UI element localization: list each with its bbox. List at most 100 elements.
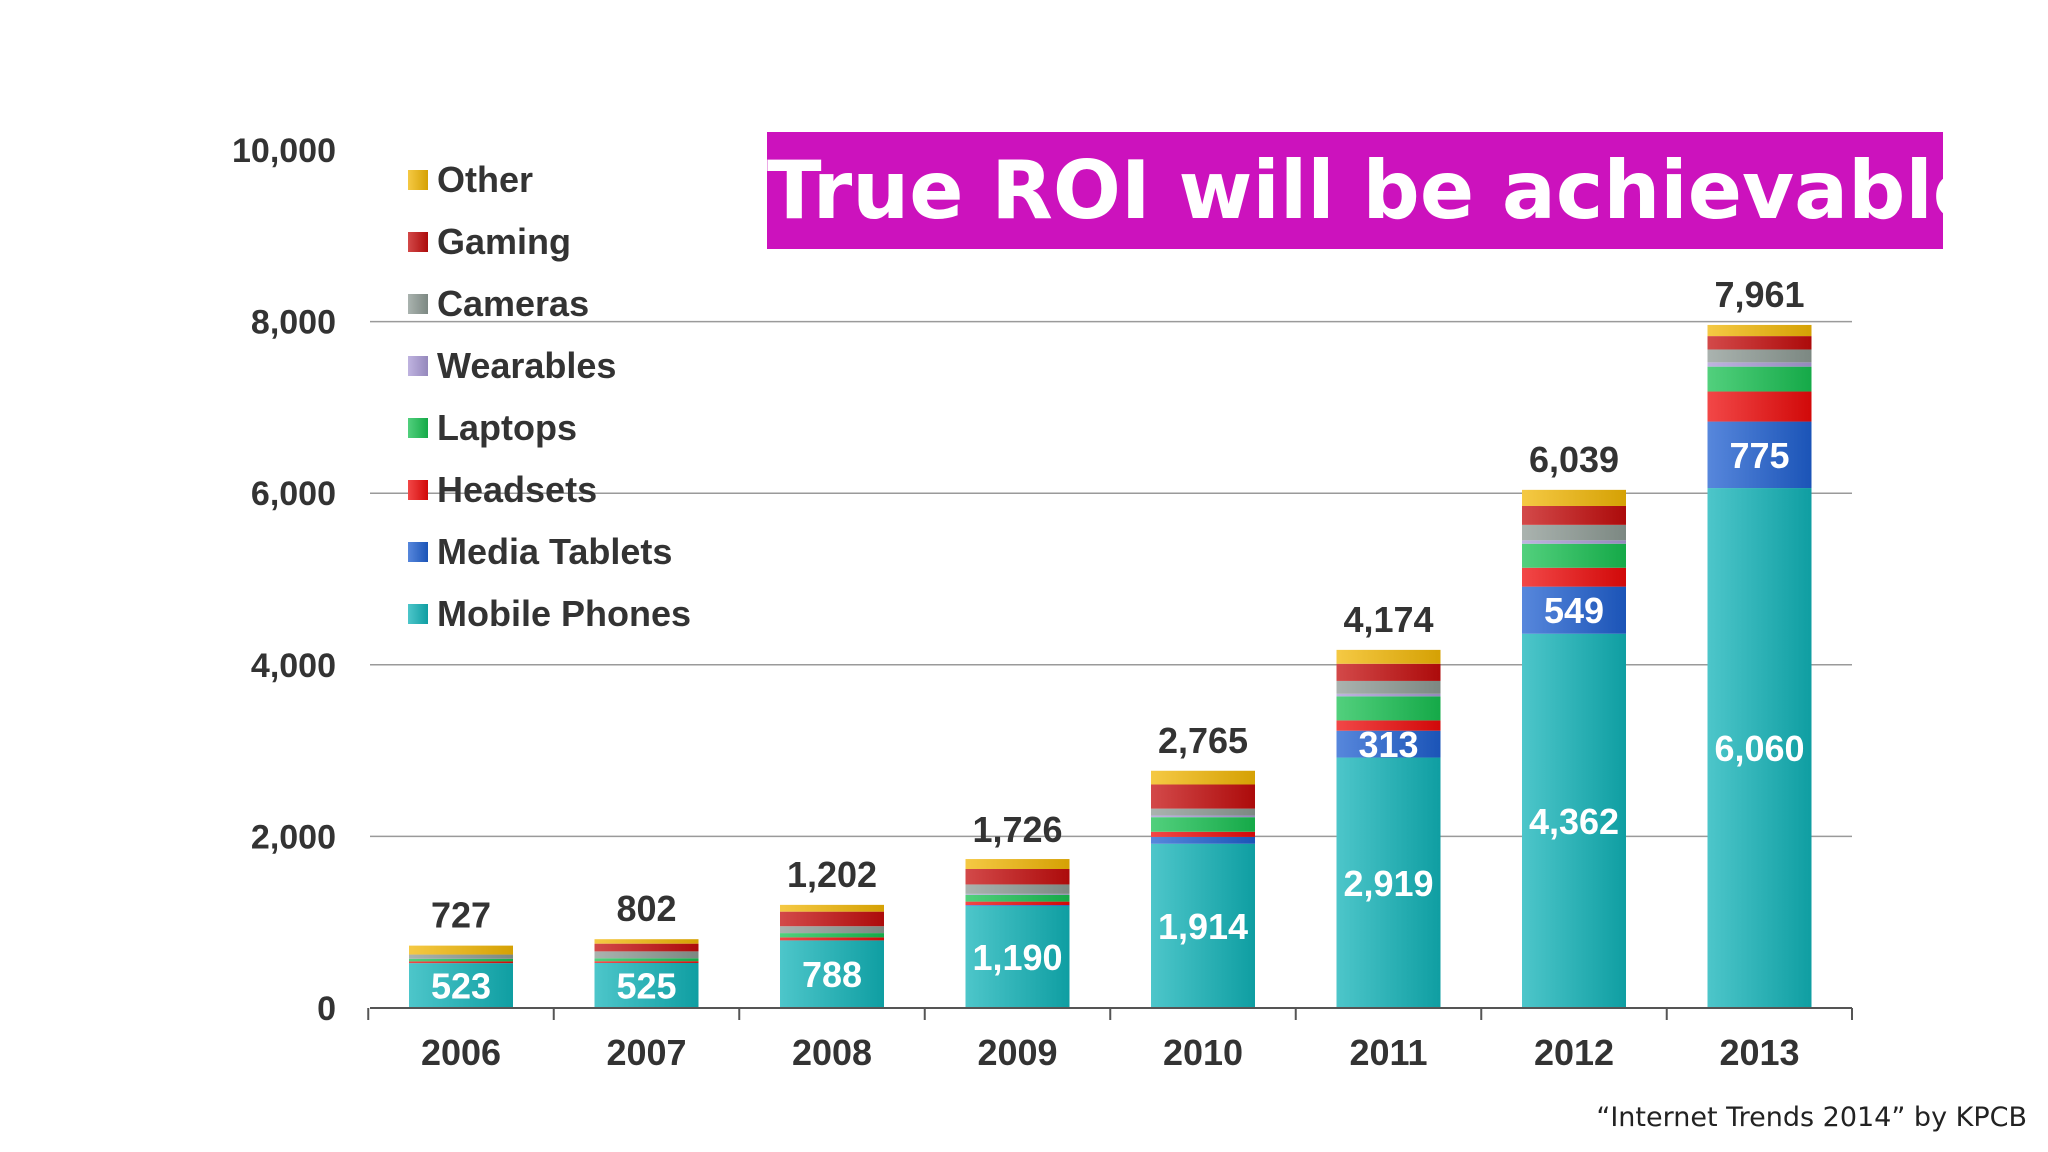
total-label-2009: 1,726	[972, 809, 1062, 850]
bar-segment-mobile-phones-2010	[1151, 843, 1255, 1008]
bar-segment-gaming-2010	[1151, 784, 1255, 809]
x-tick-label-2013: 2013	[1719, 1032, 1799, 1073]
bar-segment-media-tablets-2013	[1707, 421, 1812, 489]
data-label-mobile-phones-2012: 4,362	[1529, 801, 1619, 842]
y-tick-label: 8,000	[251, 304, 336, 342]
bar-segment-mobile-phones-2012	[1522, 633, 1626, 1008]
bar-segment-laptops-2009	[965, 894, 1070, 902]
bar-segment-other-2008	[780, 904, 884, 912]
bar-segment-gaming-2013	[1707, 336, 1812, 350]
y-tick-label: 2,000	[251, 818, 336, 856]
bar-segment-headsets-2013	[1707, 391, 1812, 422]
x-tick-label-2007: 2007	[606, 1032, 686, 1073]
bar-segment-mobile-phones-2011	[1336, 757, 1441, 1008]
bar-segment-other-2006	[409, 945, 513, 955]
bar-segment-other-2011	[1336, 649, 1441, 664]
total-label-2007: 802	[616, 888, 676, 929]
data-label-media-tablets-2013: 775	[1729, 435, 1789, 476]
bar-segment-wearables-2012	[1522, 540, 1626, 544]
bar-segment-laptops-2012	[1522, 543, 1626, 568]
x-tick-label-2011: 2011	[1349, 1032, 1427, 1073]
bar-segment-headsets-2009	[965, 901, 1070, 906]
bar-segment-gaming-2009	[965, 869, 1070, 885]
legend: Other Gaming Cameras Wearables Laptops Headse…	[408, 159, 691, 634]
total-label-2012: 6,039	[1529, 439, 1619, 480]
bar-segment-gaming-2011	[1336, 663, 1441, 681]
y-tick-label: 6,000	[251, 475, 336, 513]
bar-segment-headsets-2008	[780, 937, 884, 941]
x-tick-label-2008: 2008	[792, 1032, 872, 1073]
legend-swatch-media-tablets	[408, 542, 428, 562]
bar-segment-gaming-2012	[1522, 505, 1626, 525]
bar-segment-gaming-2008	[780, 911, 884, 927]
legend-swatch-cameras	[408, 294, 428, 314]
bar-segment-laptops-2007	[594, 958, 699, 962]
bar-segment-wearables-2010	[1151, 815, 1255, 818]
source-credit: “Internet Trends 2014” by KPCB	[1596, 1102, 2027, 1133]
legend-swatch-laptops	[408, 418, 428, 438]
data-label-mobile-phones-2009: 1,190	[972, 937, 1062, 978]
data-labels: 523 727 525 802 788 1,202 1,190 1,726 1,914 2,765…	[431, 274, 1805, 1007]
legend-label-cameras: Cameras	[437, 283, 589, 324]
data-label-mobile-phones-2013: 6,060	[1714, 728, 1804, 769]
bar-segment-headsets-2010	[1151, 831, 1255, 837]
x-tick-label-2006: 2006	[421, 1032, 501, 1073]
bar-segment-cameras-2012	[1522, 524, 1626, 541]
bar-segment-media-tablets-2012	[1522, 586, 1626, 634]
bar-segment-mobile-phones-2006	[409, 963, 513, 1008]
legend-swatch-mobile-phones	[408, 604, 428, 624]
bar-segment-other-2012	[1522, 489, 1626, 506]
legend-swatch-gaming	[408, 232, 428, 252]
y-tick-label: 4,000	[251, 647, 336, 685]
total-label-2006: 727	[431, 895, 491, 936]
legend-label-media-tablets: Media Tablets	[437, 531, 672, 572]
bar-segment-headsets-2012	[1522, 567, 1626, 587]
bar-segment-media-tablets-2009	[965, 905, 1070, 906]
data-label-media-tablets-2012: 549	[1544, 590, 1604, 631]
bar-segment-cameras-2013	[1707, 349, 1812, 363]
bar-segment-cameras-2009	[965, 884, 1070, 894]
bar-segment-cameras-2008	[780, 926, 884, 934]
bar-segment-headsets-2006	[409, 961, 513, 964]
bar-segment-mobile-phones-2009	[965, 905, 1070, 1008]
legend-label-other: Other	[437, 159, 533, 200]
bar-segment-gaming-2007	[594, 943, 699, 952]
bar-segment-other-2009	[965, 859, 1070, 870]
bar-segment-wearables-2009	[965, 893, 1070, 895]
bar-segment-cameras-2007	[594, 951, 699, 959]
total-label-2013: 7,961	[1714, 274, 1804, 315]
legend-swatch-other	[408, 170, 428, 190]
bar-segment-cameras-2010	[1151, 808, 1255, 816]
bar-segment-wearables-2011	[1336, 693, 1441, 697]
bars	[409, 324, 1812, 1008]
bar-segment-laptops-2006	[409, 958, 513, 962]
legend-label-mobile-phones: Mobile Phones	[437, 593, 691, 634]
x-tick-label-2010: 2010	[1163, 1032, 1243, 1073]
bar-segment-headsets-2011	[1336, 720, 1441, 731]
x-tick-label-2012: 2012	[1534, 1032, 1614, 1073]
bar-segment-mobile-phones-2007	[594, 962, 699, 1008]
bar-segment-other-2010	[1151, 770, 1255, 785]
bar-segment-other-2007	[594, 939, 699, 944]
y-tick-label: 10,000	[232, 132, 336, 170]
bar-segment-other-2013	[1707, 324, 1812, 337]
data-label-mobile-phones-2006: 523	[431, 966, 491, 1007]
bar-segment-laptops-2011	[1336, 696, 1441, 721]
y-tick-label: 0	[317, 990, 336, 1028]
legend-swatch-headsets	[408, 480, 428, 500]
bar-segment-cameras-2006	[409, 954, 513, 959]
legend-label-headsets: Headsets	[437, 469, 597, 510]
bar-segment-media-tablets-2010	[1151, 836, 1255, 844]
bar-segment-wearables-2013	[1707, 362, 1812, 367]
bar-segment-cameras-2011	[1336, 680, 1441, 694]
total-label-2008: 1,202	[787, 854, 877, 895]
bar-segment-laptops-2010	[1151, 817, 1255, 832]
data-label-mobile-phones-2007: 525	[616, 965, 676, 1006]
bar-segment-laptops-2013	[1707, 366, 1812, 392]
legend-label-laptops: Laptops	[437, 407, 577, 448]
total-label-2010: 2,765	[1158, 720, 1248, 761]
data-label-media-tablets-2011: 313	[1358, 724, 1418, 765]
total-label-2011: 4,174	[1343, 599, 1433, 640]
legend-label-wearables: Wearables	[437, 345, 616, 386]
